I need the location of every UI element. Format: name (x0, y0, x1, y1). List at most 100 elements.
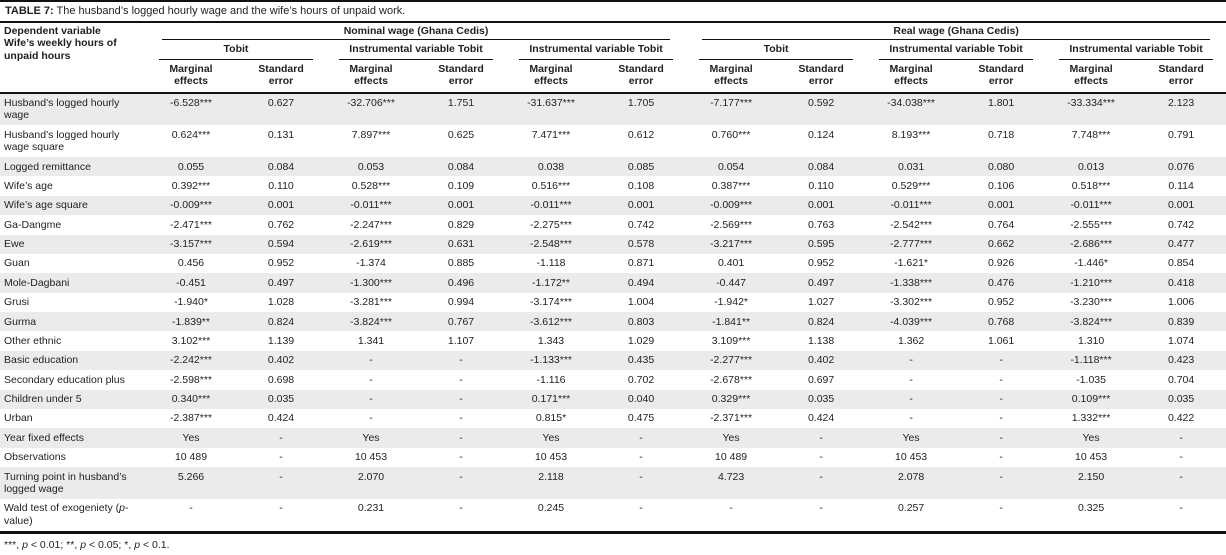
cell: - (189, 502, 193, 515)
cell: - (909, 393, 913, 405)
cell: -2.275*** (529, 218, 573, 231)
table-row: Basic education -2.242*** 0.402 - - -1.133***… (0, 350, 1226, 371)
cell: 0.423 (1167, 354, 1195, 367)
cell: 1.139 (267, 334, 295, 347)
cell: - (999, 431, 1003, 444)
cell: 1.341 (357, 334, 385, 347)
row-label: Logged remittance (4, 160, 91, 173)
cell: - (459, 470, 463, 483)
cell: 2.123 (1167, 97, 1195, 109)
table-row: Grusi -1.940* 1.028 -3.281*** 0.994 -3.174***… (0, 293, 1226, 312)
cell: 0.109 (447, 179, 475, 192)
cell: - (999, 373, 1003, 386)
cell: 0.401 (717, 257, 745, 270)
cell: 0.475 (627, 412, 655, 425)
cell: -2.542*** (890, 218, 933, 231)
cell: 0.001 (807, 199, 835, 212)
cell: - (999, 393, 1003, 405)
row-label: Husband’s logged hourly wage square (4, 128, 120, 154)
cell: 0.631 (447, 238, 475, 250)
cell: -1.621* (894, 257, 928, 270)
cell: -1.035 (1076, 373, 1106, 386)
cell: 1.332*** (1071, 412, 1111, 425)
cell: - (909, 354, 913, 367)
stub-head-line1: Dependent variable (4, 25, 101, 37)
table-row: Urban -2.387*** 0.424 - - 0.815* 0.475 -2.371**… (0, 409, 1226, 428)
cell: - (1179, 470, 1183, 483)
cell: 1.027 (807, 296, 835, 309)
cell: -3.824*** (1070, 315, 1113, 328)
cell: 1.751 (447, 97, 475, 109)
cell: - (819, 502, 823, 515)
cell: -1.839** (172, 315, 210, 328)
row-label: Mole-Dagbani (4, 276, 70, 289)
cell: 0.742 (627, 218, 655, 231)
cell: 0.595 (807, 238, 835, 250)
cell: 0.424 (267, 412, 295, 425)
cell: -3.230*** (1070, 296, 1113, 309)
cell: -0.009*** (169, 199, 213, 212)
cell: -0.447 (716, 276, 746, 289)
table-row: Logged remittance 0.055 0.084 0.053 0.084 0.0… (0, 157, 1226, 177)
cell: -1.940* (174, 296, 208, 309)
row-label: Wald test of exogeniety (p-value) (4, 502, 129, 527)
cell: -1.300*** (349, 276, 393, 289)
cell: 0.885 (447, 257, 475, 270)
table-row: Year fixed effects Yes - Yes - Yes - Yes - Yes - Ye… (0, 428, 1226, 448)
cell: - (279, 502, 283, 515)
cell: 0.325 (1077, 502, 1105, 515)
row-label: Other ethnic (4, 334, 62, 347)
cell: -1.338*** (890, 276, 933, 289)
table-row: Wald test of exogeniety (p-value) - - 0.231… (0, 499, 1226, 532)
cell: 0.424 (807, 412, 835, 425)
cell: - (639, 470, 643, 483)
cell: - (369, 354, 373, 367)
cell: -2.247*** (349, 218, 393, 231)
cell: -2.777*** (890, 238, 933, 250)
cell: -3.824*** (349, 315, 393, 328)
cell: -1.133*** (529, 354, 573, 367)
row-label: Husband’s logged hourly wage (4, 97, 120, 122)
cell: 0.053 (357, 160, 385, 173)
cell: 1.705 (627, 97, 655, 109)
cell: 7.471*** (531, 128, 571, 141)
cell: -3.217*** (710, 238, 753, 250)
cell: 0.718 (987, 128, 1015, 141)
cell: 0.698 (267, 373, 295, 386)
cell: 1.343 (537, 334, 565, 347)
cell: - (639, 502, 643, 515)
cell: 0.001 (627, 199, 655, 212)
col-head-marginal-effects: Marginal effects (1046, 59, 1137, 94)
cell: -0.011*** (1070, 199, 1112, 212)
cell: 0.803 (627, 315, 655, 328)
footnote-segment: ***, (4, 538, 23, 551)
cell: - (459, 393, 463, 405)
table-row: Husband’s logged hourly wage square 0.624… (0, 125, 1226, 157)
cell: 0.926 (987, 257, 1015, 270)
col-head-standard-error: Standard error (416, 59, 506, 94)
cell: 0.763 (807, 218, 835, 231)
cell: 10 453 (895, 451, 928, 464)
cell: -1.118 (536, 257, 566, 270)
cell: 0.477 (1167, 238, 1195, 250)
cell: 0.084 (267, 160, 295, 173)
cell: 0.702 (627, 373, 655, 386)
cell: 0.952 (807, 257, 835, 270)
cell: 0.824 (267, 315, 295, 328)
table-caption-text: The husband’s logged hourly wage and the… (53, 5, 406, 17)
cell: Yes (1082, 431, 1100, 444)
cell: 0.578 (627, 238, 655, 250)
cell: -33.334*** (1067, 97, 1116, 109)
cell: 3.102*** (171, 334, 211, 347)
cell: 0.854 (1167, 257, 1195, 270)
cell: 0.627 (267, 97, 295, 109)
cell: 0.418 (1167, 276, 1195, 289)
cell: 0.764 (987, 218, 1015, 231)
row-label: Wife’s age (4, 179, 53, 192)
cell: 0.994 (447, 296, 475, 309)
cell: 0.392*** (171, 179, 211, 192)
cell: 0.106 (987, 179, 1015, 192)
cell: 0.108 (627, 179, 655, 192)
cell: 10 453 (354, 451, 388, 464)
cell: - (459, 412, 463, 425)
